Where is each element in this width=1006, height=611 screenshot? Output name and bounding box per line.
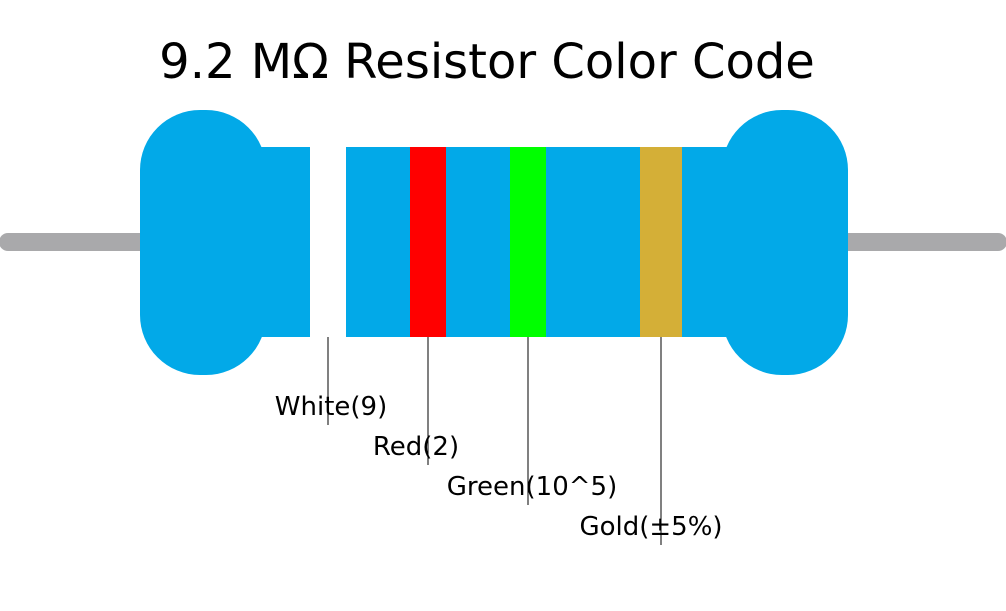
color-band xyxy=(410,147,446,337)
color-band xyxy=(640,147,682,337)
color-band xyxy=(510,147,546,337)
band-label: Gold(±5%) xyxy=(579,512,722,542)
resistor-body xyxy=(200,147,800,337)
band-label: White(9) xyxy=(275,392,387,422)
band-label: Green(10^5) xyxy=(447,472,617,502)
bands: White(9) Red(2) Green(10^5) Gold(±5%) xyxy=(275,147,723,545)
band-label: Red(2) xyxy=(373,432,459,462)
title: 9.2 MΩ Resistor Color Code xyxy=(159,34,815,90)
color-band xyxy=(310,147,346,337)
